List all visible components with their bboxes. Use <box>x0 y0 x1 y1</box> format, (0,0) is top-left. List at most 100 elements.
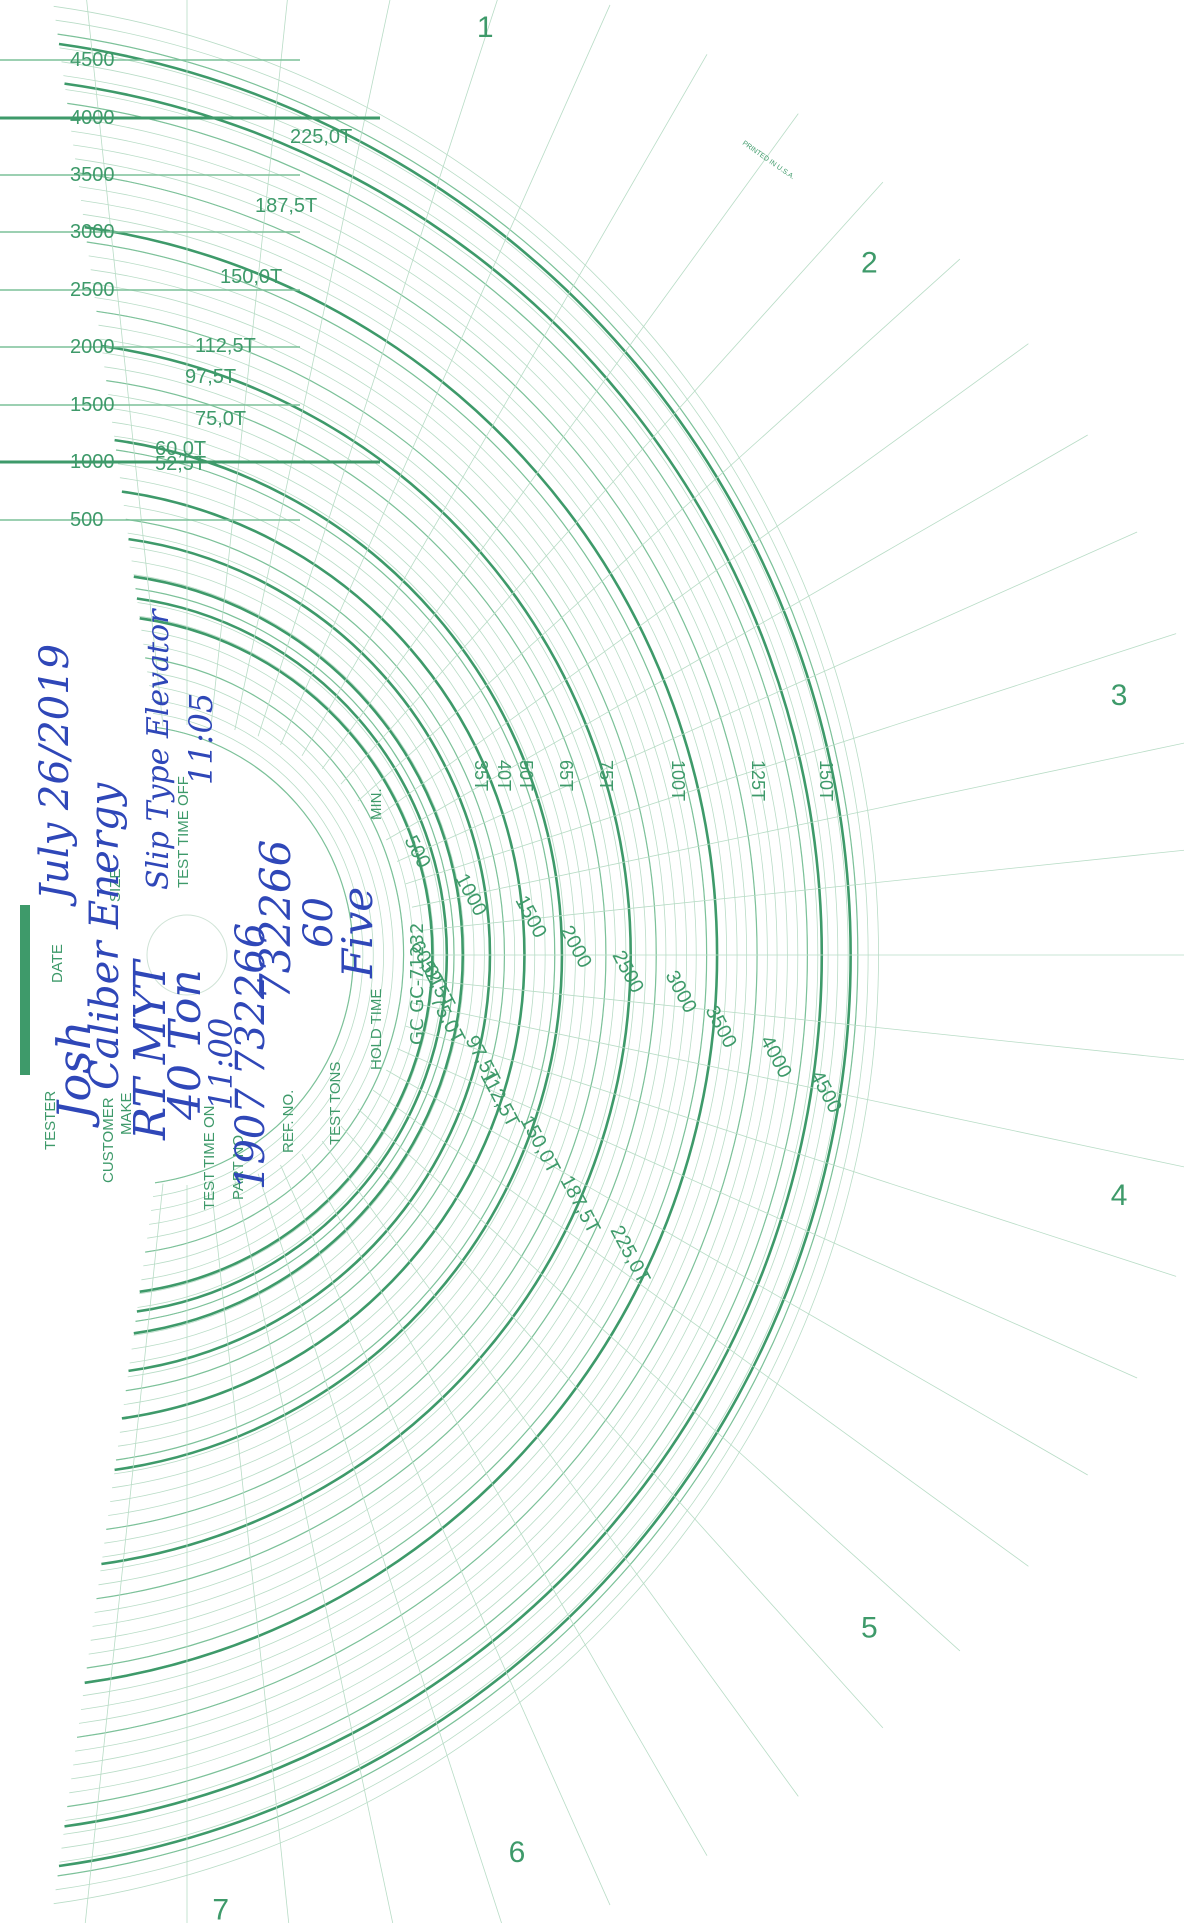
center-form: TESTER DATE CUSTOMER MAKE SIZE TEST TIME… <box>20 140 796 1210</box>
psi-label: 4500 <box>70 49 115 71</box>
hand-ref-no: 732266 <box>251 840 300 1000</box>
green-tab <box>20 905 30 1075</box>
spoke-label: 3 <box>1111 679 1128 712</box>
label-make: MAKE <box>118 1092 135 1135</box>
bottom-psi-label: 4000 <box>756 1032 796 1082</box>
label-test-tons: TEST TONS <box>327 1062 344 1145</box>
hand-date: July 26/2019 <box>32 644 78 907</box>
spoke-label: 2 <box>861 247 878 280</box>
top-ton-label: 97,5T <box>185 366 236 388</box>
bottom-ton-label: 225,0T <box>606 1222 655 1287</box>
psi-label: 3500 <box>70 164 115 186</box>
spoke-label: 4 <box>1111 1179 1128 1212</box>
inner-ton-label: 75T <box>596 760 616 791</box>
psi-label: 2500 <box>70 279 115 301</box>
spoke-label: 6 <box>509 1836 526 1869</box>
top-ton-label: 225,0T <box>290 126 352 148</box>
spoke-label: 1 <box>477 11 494 44</box>
top-ton-label: 60,0T <box>155 438 206 460</box>
psi-label: 4000 <box>70 107 115 129</box>
grid-circle <box>145 657 405 1253</box>
label-date: DATE <box>49 944 66 983</box>
psi-label: 500 <box>70 509 103 531</box>
bottom-ton-label: 75,0T <box>426 992 469 1047</box>
grid-circle <box>151 699 374 1211</box>
spoke-label: 5 <box>861 1611 878 1644</box>
grid-circle <box>143 643 414 1267</box>
top-ton-label: 52,5T <box>155 453 206 475</box>
grid-radial <box>301 1153 708 1856</box>
top-ton-label: 187,5T <box>255 195 317 217</box>
printed-in-usa: PRINTED IN U.S.A. <box>741 140 796 181</box>
grid-radial <box>386 1069 1088 1476</box>
grid-circle <box>147 671 394 1239</box>
hand-size-extra: Slip Type Elevator <box>141 608 176 890</box>
inner-ton-label: 150T <box>816 760 836 801</box>
label-test-time-on: TEST TIME ON <box>201 1106 218 1210</box>
grid-radial <box>372 343 1029 821</box>
grid-radial <box>405 1025 1177 1277</box>
grid-circle <box>154 726 354 1184</box>
inner-ton-label: 35T <box>471 760 491 791</box>
hand-customer: Caliber Energy <box>82 781 128 1090</box>
grid-radial <box>411 1002 1184 1168</box>
label-tester: TESTER <box>42 1091 59 1150</box>
grid-radial <box>411 742 1184 908</box>
grid-radial <box>257 0 498 737</box>
grid-radial <box>396 531 1138 862</box>
grid-radial <box>301 54 708 756</box>
label-test-time-off: TEST TIME OFF <box>175 776 192 888</box>
chart-model: GC GC-71232 <box>407 922 428 1045</box>
grid-radial <box>210 1183 290 1923</box>
label-hold-time: HOLD TIME <box>368 989 385 1070</box>
top-ton-label: 75,0T <box>195 408 246 430</box>
psi-label: 1000 <box>70 451 115 473</box>
top-ton-label: 112,5T <box>195 335 256 357</box>
hand-make: RT MYT <box>125 957 176 1141</box>
grid-radial <box>321 1140 799 1797</box>
inner-ton-label: 65T <box>556 760 576 791</box>
hand-time-on: 11:00 <box>202 1018 240 1110</box>
inner-ton-label: 125T <box>748 760 768 801</box>
grid-radial <box>357 1108 961 1652</box>
grid-circle <box>152 713 364 1197</box>
hand-tester: Josh <box>47 1021 101 1128</box>
hand-part-no: 1907 732266 <box>228 923 274 1190</box>
label-part-no: PART NO. <box>230 1131 247 1200</box>
grid-radial <box>386 434 1088 841</box>
bottom-psi-label: 2500 <box>608 947 648 997</box>
grid-radial <box>372 1089 1029 1567</box>
grid-radial <box>210 0 288 727</box>
grid-radial <box>321 113 799 770</box>
grid-radial <box>86 0 164 727</box>
label-ref-no: REF. NO. <box>280 1090 297 1153</box>
psi-label: 2000 <box>70 336 115 358</box>
grid-radial <box>84 1183 164 1923</box>
grid-radial <box>415 849 1184 932</box>
grid-radial <box>234 1179 394 1923</box>
bottom-ton-label: 150,0T <box>516 1112 565 1177</box>
bottom-ton-label: 187,5T <box>556 1172 605 1237</box>
grid-radial <box>357 258 961 802</box>
psi-label: 1500 <box>70 394 115 416</box>
top-ton-label: 150,0T <box>220 266 282 288</box>
grid-radial <box>340 181 884 785</box>
psi-label: 3000 <box>70 221 115 243</box>
grid-radial <box>280 1164 611 1906</box>
label-min: MIN. <box>368 788 385 820</box>
bottom-psi-label: 1500 <box>511 892 551 942</box>
hand-hold-time: Five <box>333 887 382 979</box>
grid-radial <box>340 1125 884 1729</box>
grid-radial <box>396 1048 1138 1379</box>
spoke-label: 7 <box>212 1893 229 1923</box>
grid-radial <box>280 4 611 746</box>
inner-ton-label: 40T <box>494 760 514 791</box>
hand-time-off: 11:05 <box>182 693 220 785</box>
hand-test-tons: 60 <box>296 897 342 948</box>
grid-radial <box>234 0 391 731</box>
label-customer: CUSTOMER <box>100 1097 117 1183</box>
hand-size: 40 Ton <box>160 969 211 1121</box>
inner-ton-label: 100T <box>668 760 688 801</box>
